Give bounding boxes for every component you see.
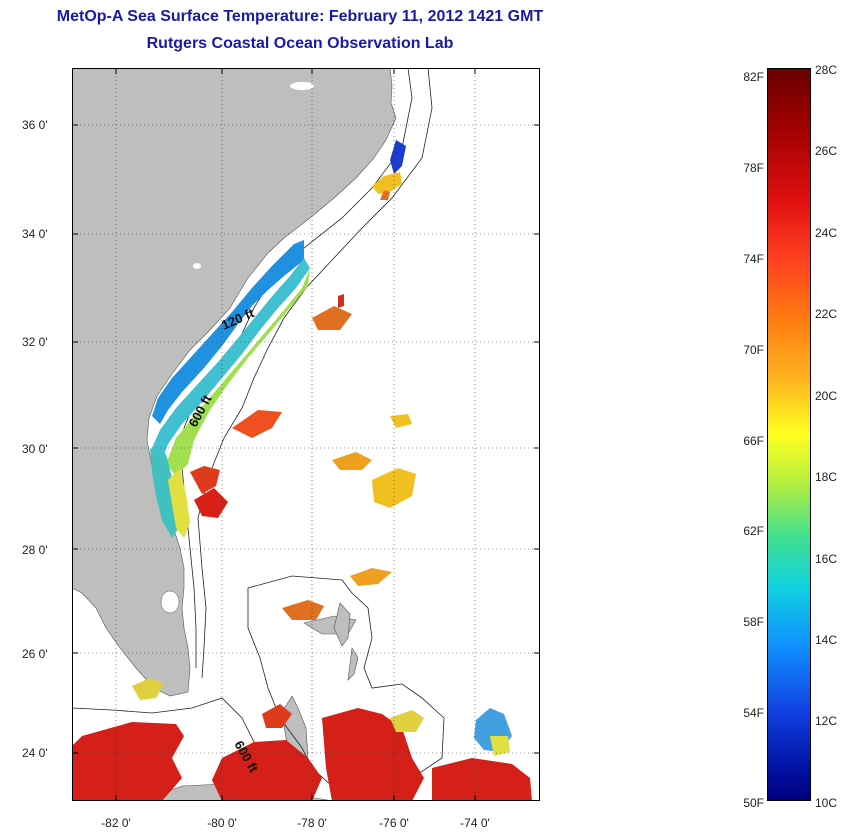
bahamas-contour-line [247,575,445,791]
sst-patch [168,468,190,538]
lon-label-74: -74 0' [460,816,490,830]
lat-label-26: 26 0' [22,647,48,661]
lat-label-34: 34 0' [22,227,48,241]
lon-label-78: -78 0' [297,816,327,830]
sst-patch [72,722,184,801]
sst-patch [372,172,402,194]
sst-patch [390,414,412,428]
sst-patch [194,488,228,518]
map-frame [72,68,540,801]
colorbar-c-label: 22C [815,307,838,321]
colorbar-c-label: 20C [815,389,838,403]
lake-shape [290,82,314,90]
temperature-colorbar [767,68,811,801]
colorbar-c-label: 12C [815,714,838,728]
colorbar-f-label: 54F [743,706,764,720]
colorbar-f-label: 66F [743,434,764,448]
colorbar-f-label: 50F [743,796,764,810]
axis-ticks [72,68,540,801]
lat-label-24: 24 0' [22,746,48,760]
colorbar-f-label: 78F [743,161,764,175]
sst-patch [166,268,310,476]
lat-label-28: 28 0' [22,543,48,557]
map-subtitle: Rutgers Coastal Ocean Observation Lab [146,35,454,52]
sst-patch [350,568,392,586]
colorbar-c-label: 14C [815,633,838,647]
colorbar-f-label: 58F [743,615,764,629]
lon-label-82: -82 0' [101,816,131,830]
sst-patch [150,448,180,538]
lat-label-32: 32 0' [22,335,48,349]
sst-patch [332,452,372,470]
sst-patch [490,736,510,756]
sst-patch [312,306,352,330]
lake-okeechobee [160,590,180,614]
lon-label-80: -80 0' [207,816,237,830]
lat-label-30: 30 0' [22,442,48,456]
lake-shape [193,263,201,269]
colorbar-c-label: 18C [815,470,838,484]
map-title: MetOp-A Sea Surface Temperature: Februar… [56,8,544,25]
colorbar-c-label: 16C [815,552,838,566]
abaco-island [333,602,351,647]
sst-patch [132,678,164,700]
colorbar-c-label: 24C [815,226,838,240]
colorbar-c-label: 10C [815,796,838,810]
sst-patch [152,240,304,424]
colorbar-c-label: 28C [815,63,838,77]
colorbar-c-label: 26C [815,144,838,158]
colorbar-f-label: 70F [743,343,764,357]
sst-patch [262,704,292,728]
sst-patch [432,758,532,801]
lon-label-76: -76 0' [379,816,409,830]
sst-patch [190,466,220,494]
colorbar-f-label: 82F [743,70,764,84]
sst-patch [282,600,324,620]
colorbar-f-label: 74F [743,252,764,266]
sst-map: 120 ft 600 ft 600 ft [72,68,540,801]
sst-patch [390,710,424,732]
contour-600ft-line [197,68,433,679]
sst-patch [338,294,344,308]
sst-patch [232,410,282,438]
sst-patch [152,258,310,460]
eleuthera-island [347,647,359,681]
sst-patch [380,190,390,200]
lat-label-36: 36 0' [22,118,48,132]
colorbar-f-label: 62F [743,524,764,538]
sst-patch [212,740,322,801]
